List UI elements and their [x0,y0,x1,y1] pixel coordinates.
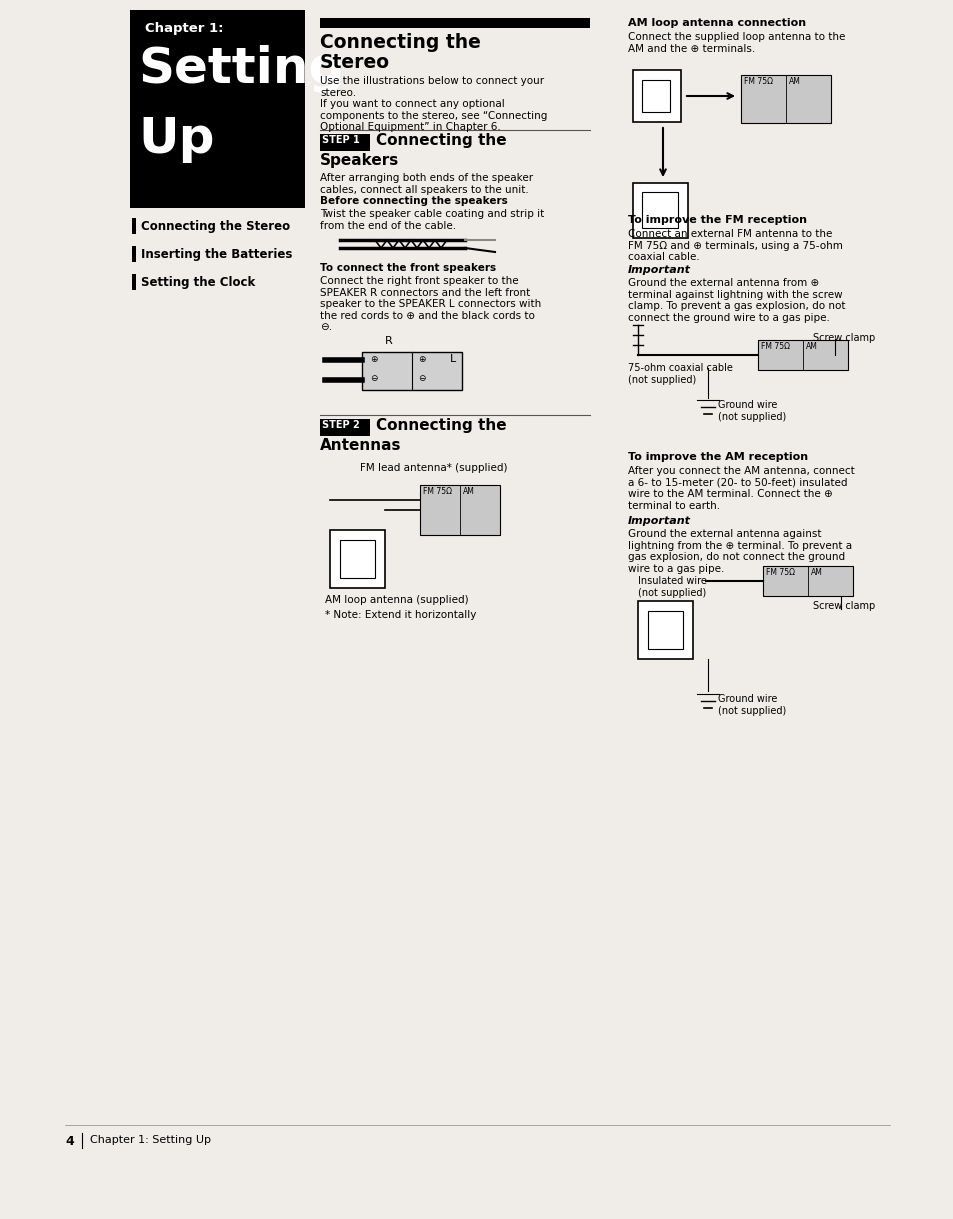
Text: Important: Important [627,516,690,527]
Text: Connect the supplied loop antenna to the
AM and the ⊕ terminals.: Connect the supplied loop antenna to the… [627,32,844,54]
Text: STEP 1: STEP 1 [322,135,359,145]
Bar [641,80,669,112]
Text: Up: Up [138,115,214,163]
Text: Connecting the: Connecting the [375,133,506,147]
Text: Chapter 1: Setting Up: Chapter 1: Setting Up [90,1135,211,1145]
Text: ⊖: ⊖ [417,374,425,383]
Bar [130,10,305,208]
Text: Use the illustrations below to connect your
stereo.
If you want to connect any o: Use the illustrations below to connect y… [319,76,547,133]
Bar [132,246,136,262]
Text: To improve the FM reception: To improve the FM reception [627,215,806,226]
Bar [319,18,589,28]
Text: ⊕: ⊕ [417,355,425,364]
Text: FM 75Ω: FM 75Ω [422,488,452,496]
Text: Connect the right front speaker to the
SPEAKER R connectors and the left front
s: Connect the right front speaker to the S… [319,275,540,333]
Bar [633,183,687,238]
Text: Screw clamp: Screw clamp [812,601,874,611]
Bar [758,340,847,371]
Text: Connecting the: Connecting the [375,418,506,433]
Text: L: L [450,354,456,364]
Text: Insulated wire
(not supplied): Insulated wire (not supplied) [638,577,706,597]
Bar [330,530,385,588]
Text: AM: AM [788,77,800,87]
Text: Ground wire
(not supplied): Ground wire (not supplied) [718,694,785,716]
Text: Connect an external FM antenna to the
FM 75Ω and ⊕ terminals, using a 75-ohm
coa: Connect an external FM antenna to the FM… [627,229,842,262]
Bar [762,566,852,596]
Bar [647,611,682,649]
Bar [740,76,830,123]
Bar [132,274,136,290]
Bar [638,601,692,659]
Text: Important: Important [627,265,690,275]
Text: AM loop antenna (supplied): AM loop antenna (supplied) [325,595,468,605]
Text: After you connect the AM antenna, connect
a 6- to 15-meter (20- to 50-feet) insu: After you connect the AM antenna, connec… [627,466,854,511]
Text: To improve the AM reception: To improve the AM reception [627,452,807,462]
Bar [361,352,461,390]
Text: Ground wire
(not supplied): Ground wire (not supplied) [718,400,785,422]
Text: Setting: Setting [138,45,344,93]
Text: AM: AM [462,488,475,496]
Bar [633,69,680,122]
Text: R: R [385,336,393,346]
Text: * Note: Extend it horizontally: * Note: Extend it horizontally [325,610,476,620]
Text: Chapter 1:: Chapter 1: [145,22,223,35]
Text: AM: AM [810,568,822,577]
Text: 4: 4 [65,1135,73,1148]
Text: Setting the Clock: Setting the Clock [141,275,255,289]
Text: FM 75Ω: FM 75Ω [743,77,772,87]
Text: FM 75Ω: FM 75Ω [765,568,794,577]
Text: Antennas: Antennas [319,438,401,453]
Bar [132,218,136,234]
Text: Twist the speaker cable coating and strip it
from the end of the cable.: Twist the speaker cable coating and stri… [319,208,543,230]
Text: Speakers: Speakers [319,154,399,168]
Bar [641,193,678,228]
Text: AM: AM [805,343,817,351]
Text: To connect the front speakers: To connect the front speakers [319,263,496,273]
Text: FM lead antenna* (supplied): FM lead antenna* (supplied) [359,463,507,473]
Text: STEP 2: STEP 2 [322,421,359,430]
Text: AM loop antenna connection: AM loop antenna connection [627,18,805,28]
Text: Before connecting the speakers: Before connecting the speakers [319,196,507,206]
Bar [319,134,370,151]
Text: FM 75Ω: FM 75Ω [760,343,789,351]
Text: Ground the external antenna from ⊕
terminal against lightning with the screw
cla: Ground the external antenna from ⊕ termi… [627,278,844,323]
Text: After arranging both ends of the speaker
cables, connect all speakers to the uni: After arranging both ends of the speaker… [319,173,533,195]
Bar [419,485,499,535]
Bar [339,540,375,578]
Text: Stereo: Stereo [319,52,390,72]
Bar [319,419,370,436]
Text: (not supplied): (not supplied) [627,375,696,385]
Text: Connecting the: Connecting the [319,33,480,52]
Text: 75-ohm coaxial cable: 75-ohm coaxial cable [627,363,732,373]
Text: ⊖: ⊖ [370,374,377,383]
Text: Screw clamp: Screw clamp [812,333,874,343]
Text: Inserting the Batteries: Inserting the Batteries [141,247,292,261]
Text: ⊕: ⊕ [370,355,377,364]
Text: Ground the external antenna against
lightning from the ⊕ terminal. To prevent a
: Ground the external antenna against ligh… [627,529,851,574]
Text: Connecting the Stereo: Connecting the Stereo [141,219,290,233]
